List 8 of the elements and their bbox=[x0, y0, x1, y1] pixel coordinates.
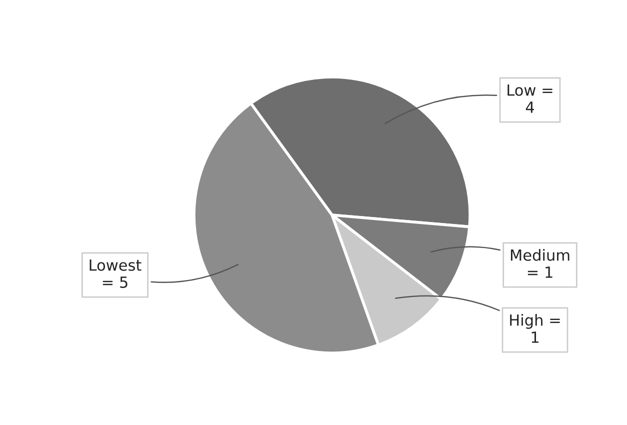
data-label: = 1 bbox=[528, 266, 552, 278]
slice-label: High = bbox=[510, 314, 560, 329]
slice-label: Medium bbox=[510, 249, 570, 261]
slice-label: Lowest bbox=[90, 260, 142, 271]
data-label: 4 bbox=[526, 102, 534, 113]
slice-label: Low = bbox=[508, 84, 552, 96]
data-label: 1 bbox=[532, 332, 538, 343]
data-label: = 5 bbox=[102, 276, 128, 288]
